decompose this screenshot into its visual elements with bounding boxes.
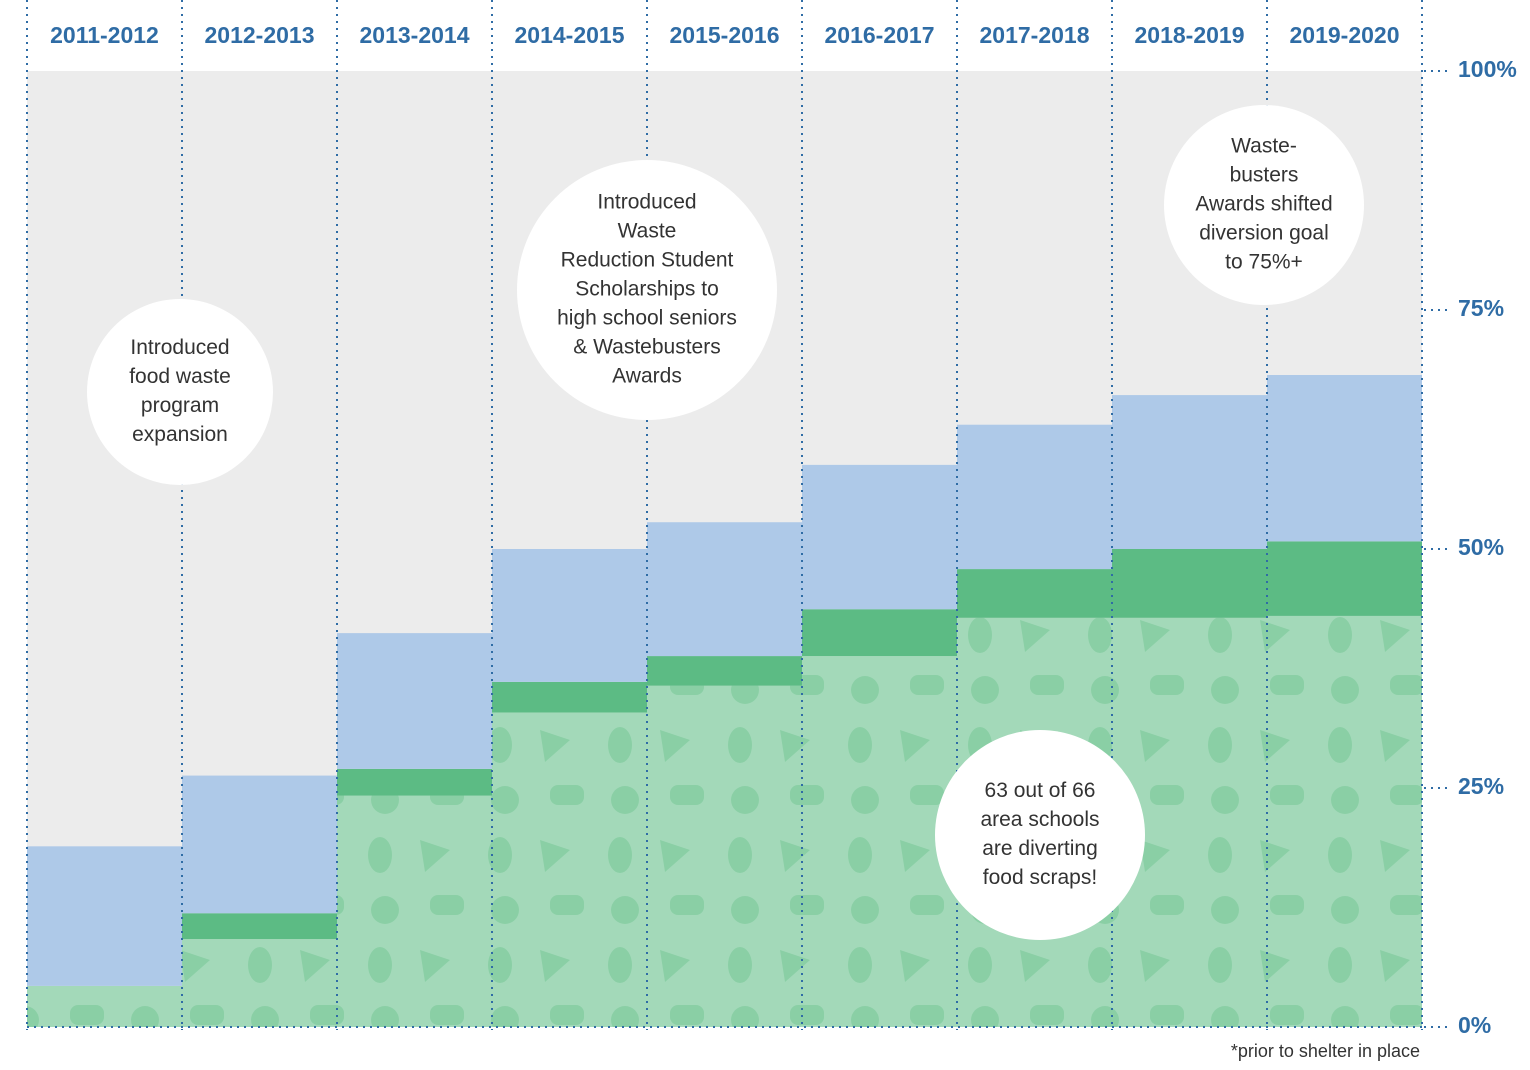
annotation-text: program — [141, 394, 219, 417]
annotation-bubble — [517, 160, 777, 420]
x-tick-label: 2011-2012 — [50, 22, 159, 48]
y-tick-label: 25% — [1458, 773, 1504, 799]
annotation-text: Awards shifted — [1195, 193, 1332, 216]
annotations-layer: Introduced food waste program expansion Intr… — [87, 105, 1364, 940]
y-tick-label: 50% — [1458, 534, 1504, 560]
bar-segment — [182, 775, 337, 914]
bar-pattern — [647, 685, 802, 1027]
annotation-text: Reduction Student — [561, 249, 734, 272]
bar-segment — [492, 549, 647, 682]
bar-pattern — [492, 712, 647, 1027]
x-tick-label: 2017-2018 — [980, 22, 1090, 48]
bar-segment — [802, 609, 957, 657]
x-tick-label: 2018-2019 — [1135, 22, 1245, 48]
annotation-text: Waste — [618, 220, 677, 243]
bar-segment — [492, 681, 647, 713]
annotation-text: high school seniors — [557, 307, 737, 330]
annotation-text: 63 out of 66 — [985, 779, 1096, 802]
bar-pattern — [27, 985, 182, 1027]
x-tick-label: 2012-2013 — [205, 22, 315, 48]
bar-segment — [182, 913, 337, 940]
annotation-text: diversion goal — [1199, 222, 1329, 245]
annotation-text: Scholarships to — [575, 278, 719, 301]
annotation-text: Awards — [612, 365, 682, 388]
bar-segment — [27, 846, 182, 986]
bar-segment — [1267, 375, 1422, 542]
y-tick-label: 100% — [1458, 56, 1517, 82]
annotation-bubble — [935, 730, 1145, 940]
annotation-text: food waste — [129, 365, 231, 388]
x-tick-label: 2014-2015 — [515, 22, 625, 48]
annotation-text: & Wastebusters — [573, 336, 720, 359]
annotation-text: Waste- — [1231, 135, 1297, 158]
y-tick-label: 75% — [1458, 295, 1504, 321]
x-tick-label: 2016-2017 — [825, 22, 935, 48]
bar-pattern — [802, 656, 957, 1027]
annotation-text: are diverting — [982, 837, 1098, 860]
footnote: *prior to shelter in place — [1231, 1041, 1420, 1061]
bar-segment — [802, 464, 957, 610]
bar-pattern — [1267, 615, 1422, 1027]
bar-segment — [647, 522, 802, 657]
bar-segment — [1112, 395, 1267, 549]
annotation-text: food scraps! — [983, 866, 1097, 889]
bar-pattern — [182, 939, 337, 1027]
bar-pattern — [337, 795, 492, 1027]
lines-layer: 2011-2012 2012-2013 2013-2014 2014-2015 2015… — [26, 0, 1517, 1038]
y-tick-label: 0% — [1458, 1012, 1491, 1038]
bar-segment — [337, 633, 492, 769]
bar-segment — [1267, 541, 1422, 616]
x-tick-label: 2013-2014 — [360, 22, 470, 48]
bar-segment — [957, 424, 1112, 570]
annotation-text: to 75%+ — [1225, 251, 1303, 274]
bar-segment — [1112, 549, 1267, 618]
annotation-bubble — [1164, 105, 1364, 305]
annotation-text: area schools — [980, 808, 1099, 831]
bar-segment — [647, 656, 802, 686]
annotation-text: busters — [1230, 164, 1299, 187]
x-tick-label: 2015-2016 — [670, 22, 780, 48]
bar-segment — [957, 569, 1112, 618]
annotation-text: Introduced — [597, 191, 696, 214]
annotation-text: Introduced — [130, 336, 229, 359]
annotation-text: expansion — [132, 423, 228, 446]
x-tick-label: 2019-2020 — [1290, 22, 1400, 48]
annotation-bubble — [87, 299, 273, 485]
bar-segment — [337, 768, 492, 796]
